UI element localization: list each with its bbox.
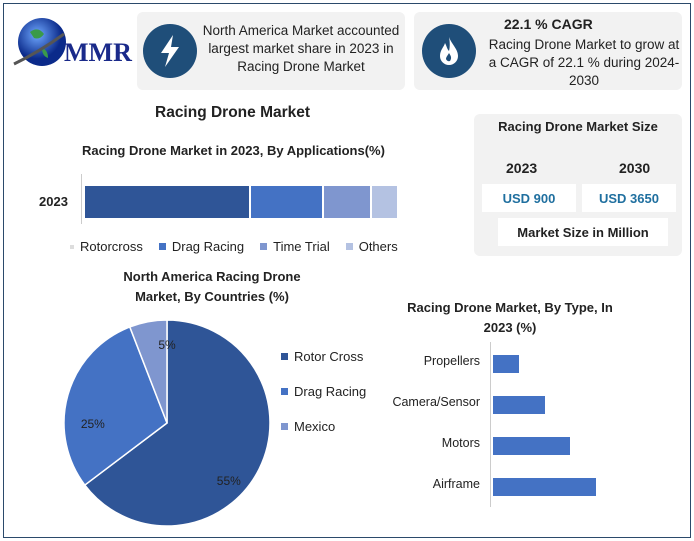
legend-label: Others [358,239,398,254]
type-category-label: Motors [441,436,480,450]
axis-line [81,174,82,224]
applications-chart-title: Racing Drone Market in 2023, By Applicat… [82,143,385,158]
legend-swatch [70,244,74,249]
type-axis-line [490,342,491,507]
legend-label: Rotorcross [80,239,143,254]
legend-label: Drag Racing [294,384,367,399]
north-america-card: North America Market accounted largest m… [137,12,405,90]
mmr-logo: MMR [12,14,137,76]
pie-slice-rotor-cross [83,319,271,527]
legend-label: Rotor Cross [294,349,364,364]
legend-item-time-trial: Time Trial [260,239,330,254]
cagr-text: Racing Drone Market to grow at a CAGR of… [488,37,680,88]
year-2023: 2023 [506,160,538,176]
infographic-frame [3,3,691,538]
countries-pie-chart: 55% 25% 5% [63,319,271,527]
globe-icon [13,18,66,66]
cagr-title: 22.1 % CAGR [504,16,593,32]
type-category-label: Airframe [432,477,480,491]
type-bar-chart: Propellers Camera/Sensor Motors Airframe [380,344,680,508]
legend-swatch [281,388,288,395]
logo-text: MMR [64,38,132,67]
legend-item-mexico: Mexico [281,419,366,434]
type-bar-camera-sensor [493,396,545,414]
type-category-label: Camera/Sensor [392,395,480,409]
bar-segment-rotorcross [85,186,249,218]
lightning-icon [143,24,197,78]
legend-swatch [281,423,288,430]
legend-item-rotorcross: Rotorcross [70,239,143,254]
legend-label: Drag Racing [171,239,245,254]
pie-slice-mexico [128,319,168,424]
cagr-card: 22.1 % CAGR Racing Drone Market to grow … [414,12,682,90]
size-unit: Market Size in Million [498,218,668,246]
value-2030: USD 3650 [582,184,676,212]
legend-swatch [158,243,166,250]
value-2023: USD 900 [482,184,576,212]
legend-swatch [281,353,288,360]
legend-label: Mexico [294,419,336,434]
bar-segment-time-trial [323,186,371,218]
type-bar-motors [493,437,571,455]
legend-swatch [260,243,268,250]
type-category-label: Propellers [423,354,480,368]
legend-swatch [345,243,353,250]
countries-chart-title: North America Racing Drone Market, By Co… [123,269,301,304]
north-america-text: North America Market accounted largest m… [202,23,400,74]
pie-slice-drag-racing [63,325,168,487]
size-title: Racing Drone Market Size [498,119,658,134]
bar-segment-drag-racing [250,186,322,218]
pie-data-label: 55% [217,474,241,488]
legend-item-drag-racing: Drag Racing [158,239,245,254]
legend-item-others: Others [345,239,398,254]
legend-item-rotor-cross: Rotor Cross [281,349,366,364]
legend-item-drag-racing: Drag Racing [281,384,366,399]
pie-data-label: 5% [158,338,176,352]
countries-legend: Rotor Cross Drag Racing Mexico [281,349,366,434]
type-bar-airframe [493,478,596,496]
legend-label: Time Trial [273,239,330,254]
flame-icon [422,24,476,78]
market-size-panel: Racing Drone Market Size 2023 2030 USD 9… [474,114,682,256]
applications-stacked-bar [85,186,397,218]
main-title: Racing Drone Market [155,104,311,121]
pie-data-label: 25% [81,417,105,431]
type-bar-propellers [493,355,519,373]
bar-segment-others [372,186,397,218]
applications-legend: Rotorcross Drag Racing Time Trial Others [70,239,398,254]
year-2030: 2030 [619,160,651,176]
applications-category-label: 2023 [39,194,68,209]
type-chart-title: Racing Drone Market, By Type, In 2023 (%… [407,300,613,335]
